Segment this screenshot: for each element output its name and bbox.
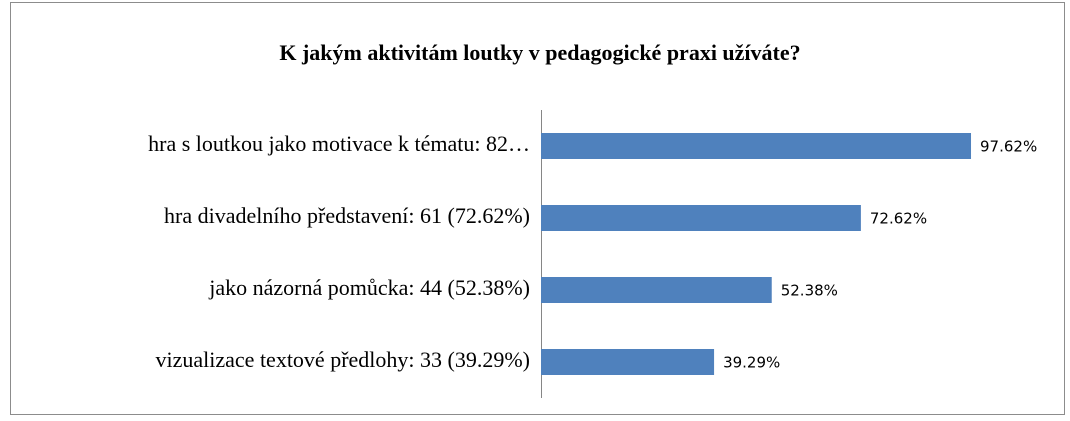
bar	[541, 349, 715, 375]
bar	[541, 277, 772, 303]
category-label: hra s loutkou jako motivace k tématu: 82…	[148, 131, 530, 156]
value-label: 39.29%	[723, 354, 780, 372]
bar	[541, 205, 861, 231]
bar	[541, 133, 972, 159]
category-label: jako názorná pomůcka: 44 (52.38%)	[208, 275, 530, 300]
value-label: 72.62%	[870, 210, 927, 228]
value-label: 97.62%	[980, 138, 1037, 156]
value-label: 52.38%	[781, 282, 838, 300]
chart-border	[10, 2, 1065, 415]
category-label: vizualizace textové předlohy: 33 (39.29%…	[156, 347, 530, 372]
category-label: hra divadelního představení: 61 (72.62%)	[164, 203, 530, 228]
chart-title: K jakým aktivitám loutky v pedagogické p…	[279, 40, 800, 65]
